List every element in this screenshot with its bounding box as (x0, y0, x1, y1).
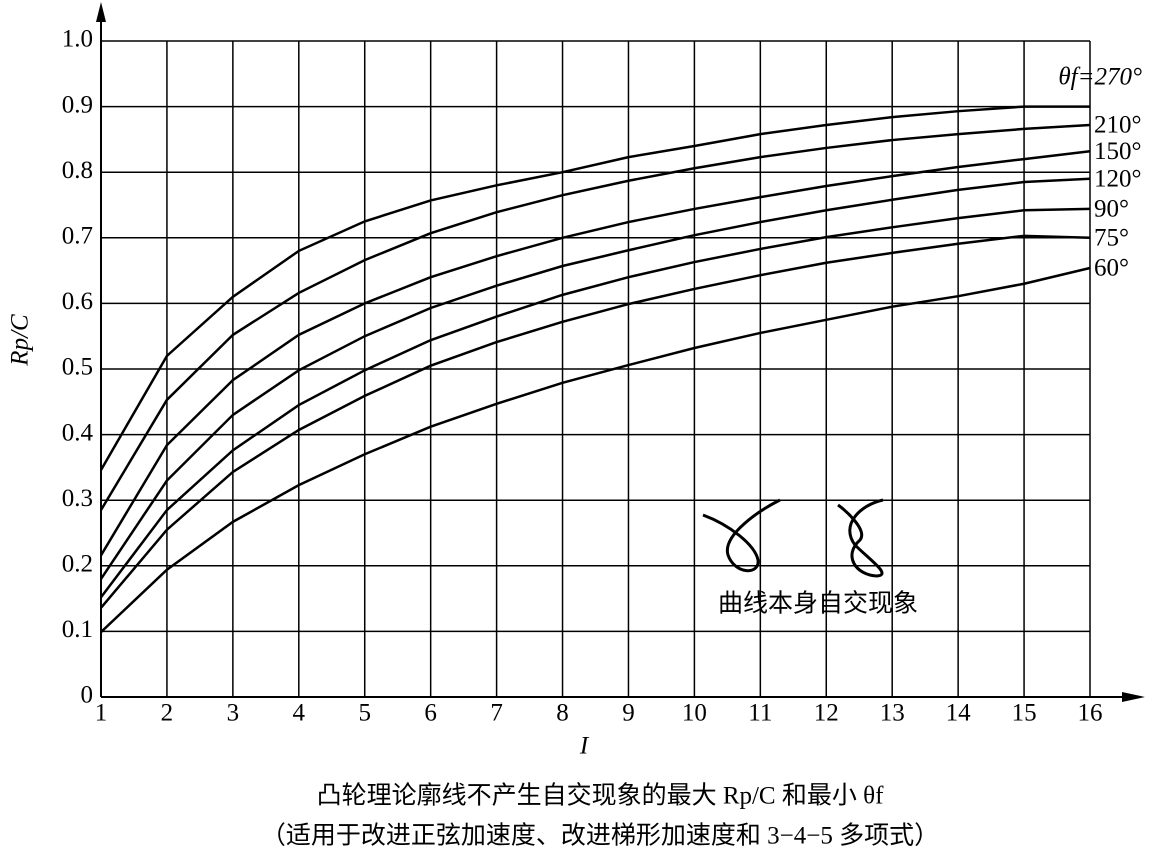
x-tick-label: 2 (161, 700, 174, 727)
y-tick-label: 0.7 (62, 223, 93, 250)
annotation: 曲线本身自交现象 (718, 590, 918, 618)
x-tick-label: 4 (293, 700, 306, 727)
x-arrow (1122, 692, 1145, 702)
x-tick-label: 10 (682, 700, 707, 727)
x-tick-label: 12 (814, 700, 839, 727)
y-tick-label: 1.0 (62, 26, 93, 53)
series-label: 210° (1094, 112, 1142, 139)
series-label: θf=270° (1058, 63, 1142, 90)
caption: 凸轮理论廓线不产生自交现象的最大 Rp/C 和最小 θf (317, 782, 885, 810)
loop-icon (837, 498, 884, 578)
series-line (100, 234, 1091, 609)
series-label: 120° (1094, 165, 1142, 192)
x-tick-label: 3 (227, 700, 240, 727)
x-tick-label: 11 (748, 700, 772, 727)
series-line (100, 266, 1091, 633)
series-label: 75° (1094, 225, 1129, 252)
y-tick-label: 0.6 (62, 288, 93, 315)
y-axis-label: Rp/C (7, 314, 34, 367)
series-label: 60° (1094, 255, 1129, 282)
y-tick-label: 0.4 (62, 419, 94, 446)
series-line (99, 177, 1091, 580)
x-axis-label: I (579, 733, 590, 760)
series-line (99, 149, 1091, 556)
x-tick-label: 7 (490, 700, 503, 727)
x-tick-label: 13 (880, 700, 905, 727)
series-line (100, 207, 1091, 599)
x-tick-label: 6 (424, 700, 437, 727)
caption: （适用于改进正弦加速度、改进梯形加速度和 3−4−5 多项式） (261, 822, 939, 850)
series-label: 150° (1094, 138, 1142, 165)
x-tick-label: 16 (1078, 700, 1103, 727)
x-tick-label: 5 (358, 700, 371, 727)
y-tick-label: 0.5 (62, 354, 93, 381)
series-line (99, 105, 1090, 471)
series-label: 90° (1094, 196, 1129, 223)
x-tick-label: 9 (622, 700, 635, 727)
y-tick-label: 0.3 (62, 485, 93, 512)
x-tick-label: 15 (1012, 700, 1037, 727)
y-tick-label: 0.8 (62, 157, 93, 184)
x-tick-label: 14 (946, 700, 972, 727)
y-tick-label: 0.2 (62, 551, 93, 578)
loop-icon (702, 498, 781, 573)
series-line (99, 123, 1091, 511)
y-tick-label: 0.1 (62, 616, 93, 643)
y-tick-label: 0.9 (62, 91, 93, 118)
x-tick-label: 1 (95, 700, 108, 727)
y-arrow (96, 2, 106, 22)
x-tick-label: 8 (556, 700, 569, 727)
y-tick-label: 0 (81, 682, 94, 709)
